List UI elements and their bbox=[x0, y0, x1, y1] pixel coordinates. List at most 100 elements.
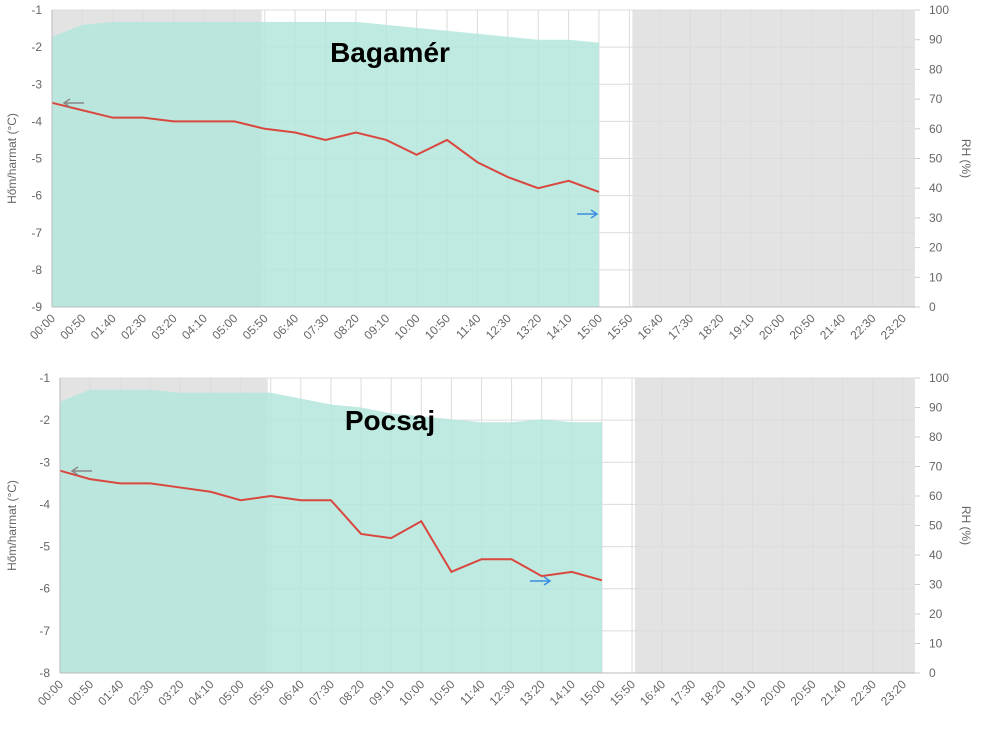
x-tick-label: 02:30 bbox=[118, 311, 149, 342]
arrow bbox=[577, 209, 599, 219]
x-tick-label: 02:30 bbox=[125, 677, 156, 708]
y2-tick-label: 90 bbox=[929, 401, 943, 415]
y2-tick-label: 70 bbox=[929, 92, 943, 106]
x-tick-label: 13:20 bbox=[513, 311, 544, 342]
y-tick-label: -5 bbox=[39, 540, 50, 554]
x-tick-label: 03:20 bbox=[155, 677, 186, 708]
y-axis-label: Hőm/harmat (°C) bbox=[5, 480, 19, 571]
temp-line bbox=[59, 469, 603, 582]
y2-tick-label: 80 bbox=[929, 62, 943, 76]
x-tick-label: 11:40 bbox=[453, 311, 484, 342]
y-tick-label: -5 bbox=[31, 152, 42, 166]
x-tick-label: 19:10 bbox=[727, 677, 758, 708]
y2-tick-label: 60 bbox=[929, 122, 943, 136]
x-tick-label: 21:40 bbox=[818, 677, 849, 708]
x-tick-label: 18:20 bbox=[696, 311, 727, 342]
x-tick-label: 22:30 bbox=[848, 677, 879, 708]
x-tick-label: 10:50 bbox=[426, 677, 457, 708]
x-tick-label: 04:10 bbox=[179, 311, 210, 342]
x-tick-label: 09:10 bbox=[366, 677, 397, 708]
x-tick-label: 07:30 bbox=[300, 311, 331, 342]
y2-axis-label: RH (%) bbox=[959, 139, 973, 178]
x-tick-label: 10:50 bbox=[422, 311, 453, 342]
y2-tick-label: 50 bbox=[929, 152, 943, 166]
x-tick-label: 08:20 bbox=[331, 311, 362, 342]
x-tick-label: 20:50 bbox=[788, 677, 819, 708]
x-tick-label: 06:40 bbox=[276, 677, 307, 708]
y2-tick-label: 90 bbox=[929, 33, 943, 47]
x-tick-label: 11:40 bbox=[457, 677, 488, 708]
rh-area bbox=[60, 389, 602, 673]
x-tick-label: 15:00 bbox=[574, 311, 605, 342]
y2-tick-label: 10 bbox=[929, 270, 943, 284]
y2-tick-label: 30 bbox=[929, 578, 943, 592]
y2-tick-label: 100 bbox=[929, 3, 949, 17]
x-tick-label: 14:10 bbox=[547, 677, 578, 708]
x-tick-label: 10:00 bbox=[392, 311, 423, 342]
x-tick-label: 00:00 bbox=[27, 311, 58, 342]
x-tick-label: 21:40 bbox=[817, 311, 848, 342]
x-tick-label: 01:40 bbox=[88, 311, 119, 342]
y2-tick-label: 70 bbox=[929, 460, 943, 474]
y-tick-label: -4 bbox=[31, 114, 42, 128]
y-tick-label: -1 bbox=[31, 3, 42, 17]
x-tick-label: 20:00 bbox=[758, 677, 789, 708]
y-tick-label: -6 bbox=[31, 189, 42, 203]
y-tick-label: -3 bbox=[39, 455, 50, 469]
x-tick-label: 01:40 bbox=[95, 677, 126, 708]
chart-title: Bagamér bbox=[330, 37, 450, 68]
y2-tick-label: 20 bbox=[929, 607, 943, 621]
temp-line bbox=[51, 101, 600, 193]
x-tick-label: 15:50 bbox=[604, 311, 635, 342]
y2-tick-label: 40 bbox=[929, 181, 943, 195]
x-tick-label: 20:50 bbox=[787, 311, 818, 342]
x-tick-label: 17:30 bbox=[665, 311, 696, 342]
x-tick-label: 22:30 bbox=[847, 311, 878, 342]
x-tick-label: 05:00 bbox=[209, 311, 240, 342]
x-tick-label: 23:20 bbox=[878, 677, 909, 708]
x-tick-label: 20:00 bbox=[756, 311, 787, 342]
x-tick-label: 03:20 bbox=[149, 311, 180, 342]
x-tick-label: 00:00 bbox=[35, 677, 66, 708]
y2-tick-label: 0 bbox=[929, 300, 936, 314]
x-tick-label: 06:40 bbox=[270, 311, 301, 342]
x-tick-label: 04:10 bbox=[186, 677, 217, 708]
y-tick-label: -7 bbox=[39, 624, 50, 638]
chart-title: Pocsaj bbox=[345, 405, 435, 436]
x-tick-label: 19:10 bbox=[726, 311, 757, 342]
x-tick-label: 07:30 bbox=[306, 677, 337, 708]
x-tick-label: 08:20 bbox=[336, 677, 367, 708]
y2-tick-label: 60 bbox=[929, 489, 943, 503]
y-axis-label: Hőm/harmat (°C) bbox=[5, 113, 19, 204]
y-tick-label: -3 bbox=[31, 77, 42, 91]
x-tick-label: 00:50 bbox=[57, 311, 88, 342]
arrow bbox=[70, 466, 92, 476]
x-tick-label: 16:40 bbox=[635, 311, 666, 342]
x-tick-label: 16:40 bbox=[637, 677, 668, 708]
y2-tick-label: 0 bbox=[929, 666, 936, 680]
y-tick-label: -2 bbox=[39, 413, 50, 427]
y-tick-label: -1 bbox=[39, 371, 50, 385]
night-shade bbox=[635, 378, 915, 673]
y2-axis-label: RH (%) bbox=[959, 506, 973, 545]
rh-area bbox=[52, 21, 599, 307]
x-tick-label: 15:00 bbox=[577, 677, 608, 708]
x-tick-label: 14:10 bbox=[544, 311, 575, 342]
arrow bbox=[530, 576, 552, 586]
y-tick-label: -4 bbox=[39, 497, 50, 511]
x-tick-label: 12:30 bbox=[483, 311, 514, 342]
y-tick-label: -2 bbox=[31, 40, 42, 54]
x-tick-label: 15:50 bbox=[607, 677, 638, 708]
y2-tick-label: 30 bbox=[929, 211, 943, 225]
x-tick-label: 05:00 bbox=[216, 677, 247, 708]
x-tick-label: 10:00 bbox=[396, 677, 427, 708]
x-tick-label: 00:50 bbox=[65, 677, 96, 708]
y2-tick-label: 50 bbox=[929, 519, 943, 533]
x-tick-label: 13:20 bbox=[517, 677, 548, 708]
y-tick-label: -7 bbox=[31, 226, 42, 240]
x-tick-label: 18:20 bbox=[697, 677, 728, 708]
x-tick-label: 12:30 bbox=[487, 677, 518, 708]
y-tick-label: -6 bbox=[39, 582, 50, 596]
y2-tick-label: 100 bbox=[929, 371, 949, 385]
